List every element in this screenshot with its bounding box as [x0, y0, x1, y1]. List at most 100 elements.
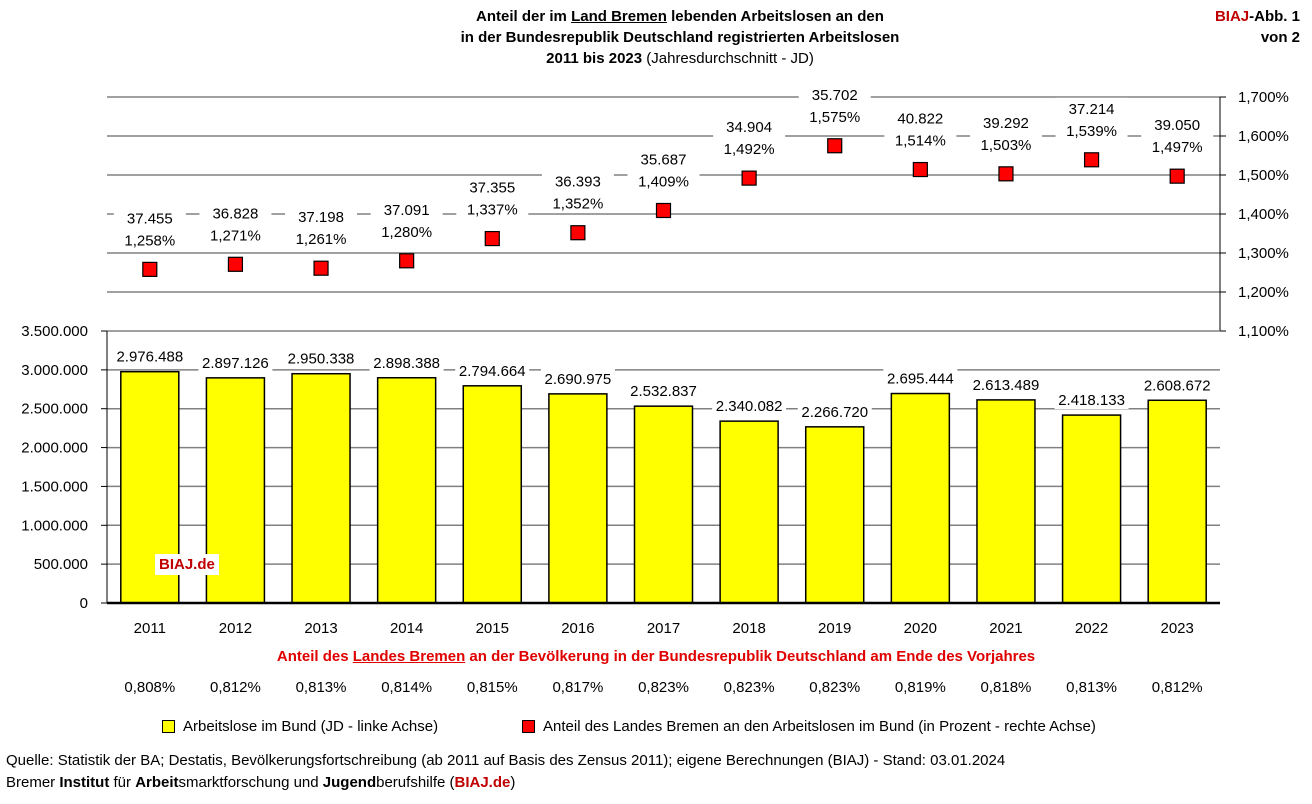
share-marker [142, 261, 158, 277]
title-line3-note: (Jahresdurchschnitt - JD) [642, 50, 814, 67]
marker-count-label: 35.687 [641, 151, 687, 168]
marker-count-label: 39.292 [983, 115, 1029, 132]
x-tick-label: 2012 [219, 620, 252, 637]
bar-value-label: 2.976.488 [116, 349, 183, 366]
marker-value-label: 1,337% [467, 202, 518, 219]
bar [719, 420, 779, 604]
marker-count-label: 35.702 [812, 87, 858, 104]
bar-label-bg [797, 401, 872, 421]
bar-value-label: 2.695.444 [887, 371, 954, 388]
title-line1-b: lebenden Arbeitslosen an den [666, 8, 884, 25]
marker-value-label: 1,352% [552, 196, 603, 213]
right-tick-label: 1,200% [1238, 284, 1289, 301]
population-share-label: 0,823% [638, 679, 689, 696]
marker-value-label: 1,575% [809, 109, 860, 126]
figure-of: von 2 [1260, 29, 1300, 46]
title-line1-underlined: Land Bremen [571, 8, 667, 25]
marker-label-bg [541, 170, 614, 213]
share-marker [399, 253, 415, 269]
legend-label-bars: Arbeitslose im Bund (JD - linke Achse) [183, 718, 439, 735]
bar-value-label: 2.897.126 [202, 355, 269, 372]
source-l2-i: ) [510, 774, 516, 791]
right-tick-label: 1,400% [1238, 206, 1289, 223]
marker-count-label: 37.455 [127, 210, 173, 227]
left-tick-label: 2.000.000 [21, 440, 88, 457]
share-marker [827, 138, 843, 154]
bar [548, 393, 608, 604]
bar-label-bg [883, 368, 958, 388]
x-tick-label: 2015 [476, 620, 509, 637]
x-tick-label: 2022 [1075, 620, 1108, 637]
source-l2-g: berufshilfe ( [376, 774, 455, 791]
bar-value-label: 2.532.837 [630, 383, 697, 400]
title-line2: in der Bundesrepublik Deutschland regist… [460, 29, 900, 46]
source-l2-b: Institut [59, 774, 110, 791]
marker-label-bg [1055, 97, 1128, 140]
bar-value-label: 2.613.489 [973, 377, 1040, 394]
right-tick-label: 1,700% [1238, 89, 1289, 106]
bar [890, 392, 951, 604]
marker-value-label: 1,539% [1066, 123, 1117, 140]
marker-value-label: 1,503% [981, 137, 1032, 154]
bar-label-bg [712, 396, 787, 416]
population-share-label: 0,813% [1066, 679, 1117, 696]
x-tick-label: 2017 [647, 620, 680, 637]
marker-label-bg [199, 202, 272, 245]
marker-value-label: 1,492% [724, 141, 775, 158]
marker-value-label: 1,261% [296, 231, 347, 248]
bar-label-bg [455, 360, 530, 380]
bar [462, 385, 523, 604]
bar-value-label: 2.690.975 [545, 371, 612, 388]
source-l2-a: Bremer [6, 774, 60, 791]
source-note: Quelle: Statistik der BA; Destatis, Bevö… [6, 750, 1005, 794]
population-share-label: 0,823% [724, 679, 775, 696]
marker-label-bg [884, 107, 957, 150]
chart-title: Anteil der im Land Bremen lebenden Arbei… [380, 6, 980, 69]
bar [804, 426, 865, 604]
bar-label-bg [1054, 390, 1129, 410]
watermark-biaj: BIAJ.de [155, 554, 219, 575]
marker-count-label: 34.904 [726, 119, 772, 136]
population-share-heading: Anteil des Landes Bremen an der Bevölker… [0, 648, 1312, 665]
population-share-label: 0,812% [1152, 679, 1203, 696]
share-marker [484, 230, 500, 247]
share-marker [741, 170, 757, 186]
marker-count-label: 36.393 [555, 174, 601, 191]
bar-value-label: 2.898.388 [373, 355, 440, 372]
bar [1061, 414, 1122, 604]
source-l2-e: smarktforschung und [178, 774, 323, 791]
right-tick-label: 1,100% [1238, 323, 1289, 340]
x-tick-label: 2016 [561, 620, 594, 637]
share-marker [998, 166, 1014, 182]
population-share-label: 0,823% [809, 679, 860, 696]
bar-label-bg [1140, 375, 1215, 395]
marker-count-label: 37.198 [298, 209, 344, 226]
bar-value-label: 2.266.720 [801, 404, 868, 421]
population-share-label: 0,812% [210, 679, 261, 696]
population-share-label: 0,808% [124, 679, 175, 696]
marker-value-label: 1,409% [638, 173, 689, 190]
bar [376, 377, 437, 604]
marker-label-bg [285, 206, 358, 249]
bar-value-label: 2.794.664 [459, 363, 526, 380]
marker-label-bg [713, 116, 786, 159]
share-marker [912, 161, 928, 178]
x-tick-label: 2019 [818, 620, 851, 637]
population-heading-b: an der Bevölkerung in der Bundesrepublik… [465, 648, 1036, 665]
left-tick-label: 500.000 [34, 556, 88, 573]
marker-value-label: 1,514% [895, 133, 946, 150]
marker-label-bg [456, 176, 529, 219]
bar-value-label: 2.608.672 [1144, 377, 1211, 394]
share-marker [313, 260, 329, 276]
bar-value-label: 2.950.338 [288, 351, 355, 368]
share-marker [570, 225, 586, 241]
population-share-label: 0,818% [981, 679, 1032, 696]
share-marker [1169, 168, 1185, 184]
x-tick-label: 2020 [904, 620, 937, 637]
marker-label-bg [969, 111, 1042, 154]
bar [291, 372, 351, 604]
population-share-label: 0,815% [467, 679, 518, 696]
x-tick-label: 2013 [304, 620, 337, 637]
bar-label-bg [198, 352, 273, 372]
source-l2-d: Arbeit [135, 774, 179, 791]
